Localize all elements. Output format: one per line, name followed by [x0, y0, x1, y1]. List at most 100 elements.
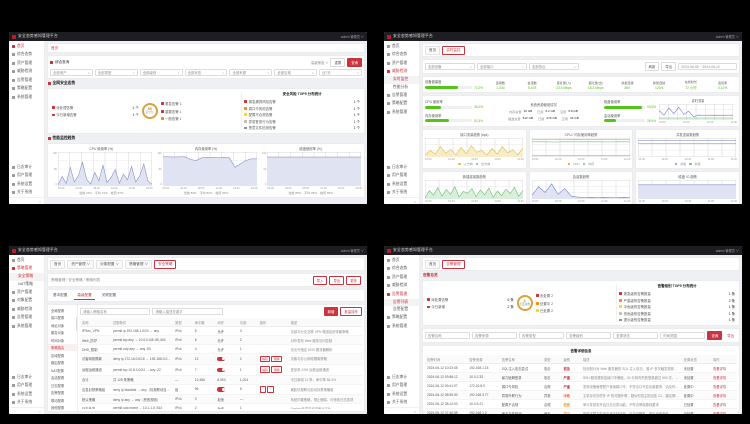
sidebar-collapse-button[interactable]: «: [9, 197, 44, 204]
secondary-button[interactable]: 导出: [661, 62, 677, 71]
primary-button[interactable]: 新增: [323, 307, 339, 316]
toggle-switch[interactable]: [217, 387, 226, 392]
user-menu[interactable]: admin 管理员 ∨: [715, 35, 739, 39]
tab[interactable]: 对象配置 ∨: [96, 259, 124, 269]
sidebar-item[interactable]: 告警管理: [9, 314, 44, 323]
detail-link[interactable]: 查看详情: [712, 393, 727, 398]
sidebar-item[interactable]: 系统设置: [9, 180, 44, 189]
sidebar-item[interactable]: 系统设置: [384, 390, 419, 399]
table-row[interactable]: 2024-06-12 09:58:12 10.0.2.33 暴力破解登录 攻击 严重 SS…: [425, 372, 737, 383]
inner-tab[interactable]: 高级配置: [74, 292, 95, 300]
table-row[interactable]: 2024-06-12 10:23:45 192.168.1.15 SQL注入攻击尝试…: [425, 363, 737, 374]
secondary-button[interactable]: 导入: [312, 275, 328, 285]
sidebar-item[interactable]: 对象配置: [9, 297, 44, 306]
table-row[interactable]: 远程运维通道 permit tcp 10.8.0.0/24 → any :22 IP…: [80, 364, 362, 376]
secondary-button[interactable]: 刷新: [644, 62, 660, 71]
filter-select[interactable]: 全部来源 ∨: [229, 69, 273, 76]
sidebar-collapse-button[interactable]: «: [9, 407, 44, 414]
subnav-item[interactable]: 其他配置: [51, 406, 65, 411]
table-row[interactable]: DNS_限制 permit udp any → any :53 IPv4 4 允许 1 仅允…: [80, 344, 362, 354]
sidebar-item[interactable]: 系统设置: [9, 390, 44, 399]
text-input[interactable]: 请输入描述关键字: [152, 308, 223, 315]
text-input[interactable]: 告警名称: [425, 332, 471, 340]
subnav-item[interactable]: 服务对象: [51, 331, 65, 336]
subnav-item[interactable]: 全局配置: [51, 308, 65, 313]
sidebar-item[interactable]: 关于系统: [9, 189, 44, 198]
sidebar-item[interactable]: 首页: [9, 42, 44, 51]
table-row[interactable]: IPSec_VPN permit ip 192.168.1.0/24 → any I…: [80, 326, 362, 336]
filter-select[interactable]: 全部资产 ∨: [50, 69, 93, 76]
sidebar-item[interactable]: 告警管理: [384, 91, 419, 100]
toggle-switch[interactable]: [217, 356, 226, 361]
row-action-button[interactable]: ↓: [267, 386, 274, 393]
sidebar-item[interactable]: 策略配置: [384, 100, 419, 109]
sidebar-item[interactable]: 告警管理: [384, 290, 419, 299]
secondary-button[interactable]: 重置: [330, 58, 346, 67]
row-action-button[interactable]: 删除: [271, 366, 283, 374]
table-row[interactable]: 2024-06-12 08:12:03 10.0.5.21 配置不合规 合规 低危 审计发…: [425, 399, 737, 410]
sidebar-item[interactable]: 告警管理: [9, 76, 44, 85]
text-input[interactable]: 处置状态: [613, 332, 659, 340]
sidebar-item[interactable]: 策略管理: [9, 265, 44, 274]
row-action-button[interactable]: 删除: [271, 355, 283, 363]
table-row[interactable]: 2024-06-12 08:55:30 192.168.3.77 异常外联行为 异常中…: [425, 390, 737, 401]
detail-link[interactable]: 查看详情: [712, 375, 727, 380]
tab[interactable]: 告警管理: [442, 259, 465, 269]
sidebar-item[interactable]: 威胁检测: [384, 282, 419, 291]
text-input[interactable]: 时间范围: [660, 332, 706, 340]
detail-link[interactable]: 查看详情: [712, 411, 727, 414]
sidebar-item[interactable]: 策略配置: [384, 314, 419, 323]
subnav-item[interactable]: 时间对象: [51, 338, 65, 343]
tab[interactable]: 策略管理 ∨: [125, 259, 153, 269]
subnav-item[interactable]: 联动配置: [51, 398, 65, 403]
sidebar-item[interactable]: 策略配置: [9, 85, 44, 94]
subnav-item[interactable]: 策略路由: [48, 343, 77, 351]
sidebar-item[interactable]: 日志审计: [384, 163, 419, 172]
sidebar-item[interactable]: 日志审计: [9, 373, 44, 382]
toggle-switch[interactable]: [217, 367, 226, 372]
sidebar-item[interactable]: NAT策略: [18, 281, 33, 286]
user-menu[interactable]: admin 管理员 ∨: [340, 35, 364, 39]
subnav-item[interactable]: 路由配置: [51, 361, 65, 366]
sidebar-item[interactable]: 实时监控: [384, 76, 419, 84]
sidebar-item[interactable]: 首页: [384, 42, 419, 51]
filter-select[interactable]: 全部协议 ∨: [529, 63, 579, 70]
sidebar-item[interactable]: 综合态势: [9, 51, 44, 60]
sidebar-item[interactable]: 系统管理: [9, 322, 44, 331]
subnav-item[interactable]: 会话配置: [51, 376, 65, 381]
detail-link[interactable]: 查看详情: [712, 402, 727, 407]
sidebar-item[interactable]: 关于系统: [384, 399, 419, 408]
tab[interactable]: 资产管理 ∨: [67, 259, 95, 269]
secondary-button[interactable]: 导出: [329, 275, 345, 285]
text-input[interactable]: 告警级别: [566, 332, 612, 340]
sidebar-item[interactable]: 用户管理: [384, 382, 419, 391]
user-menu[interactable]: admin 管理员 ∨: [715, 249, 739, 253]
sidebar-item[interactable]: 性能分析: [393, 84, 409, 89]
sidebar-collapse-button[interactable]: «: [384, 407, 419, 414]
sidebar-item[interactable]: 关于系统: [384, 189, 419, 198]
filter-select[interactable]: 近7天 ∨: [319, 69, 363, 76]
sidebar-item[interactable]: 威胁检测: [384, 68, 419, 77]
secondary-button[interactable]: 更多: [346, 275, 361, 285]
table-row[interactable]: 合计共 128 条策略 —12,456 8,903 1,024 今日新增 12 条，命中…: [80, 375, 362, 385]
sidebar-item[interactable]: 用户管理: [384, 172, 419, 181]
primary-button[interactable]: 查询: [347, 58, 362, 67]
sidebar-item[interactable]: 综合态势: [384, 265, 419, 274]
primary-button[interactable]: 查询: [707, 331, 723, 341]
sidebar-item[interactable]: 首页: [384, 256, 419, 265]
sidebar-item[interactable]: 用户管理: [9, 382, 44, 391]
text-input[interactable]: 告警类型: [519, 332, 565, 340]
inner-tab[interactable]: 关联配置: [101, 293, 117, 297]
subnav-item[interactable]: 接口配置: [51, 316, 65, 321]
sidebar-item[interactable]: 告警列表: [384, 298, 419, 306]
date-range-input[interactable]: 2024-06-05 ~ 2024-06-12: [678, 63, 737, 70]
sidebar-item[interactable]: 告警配置: [393, 307, 409, 312]
sidebar-item[interactable]: 系统管理: [9, 93, 44, 102]
sidebar-item[interactable]: 系统设置: [384, 180, 419, 189]
scrollbar[interactable]: [75, 317, 77, 331]
filter-select[interactable]: 全部状态 ∨: [184, 69, 228, 76]
text-input[interactable]: 告警来源: [472, 332, 518, 340]
sidebar-item[interactable]: 用户管理: [9, 172, 44, 181]
subnav-item[interactable]: 告警配置: [51, 391, 65, 396]
subnav-item[interactable]: 地址对象: [51, 323, 65, 328]
